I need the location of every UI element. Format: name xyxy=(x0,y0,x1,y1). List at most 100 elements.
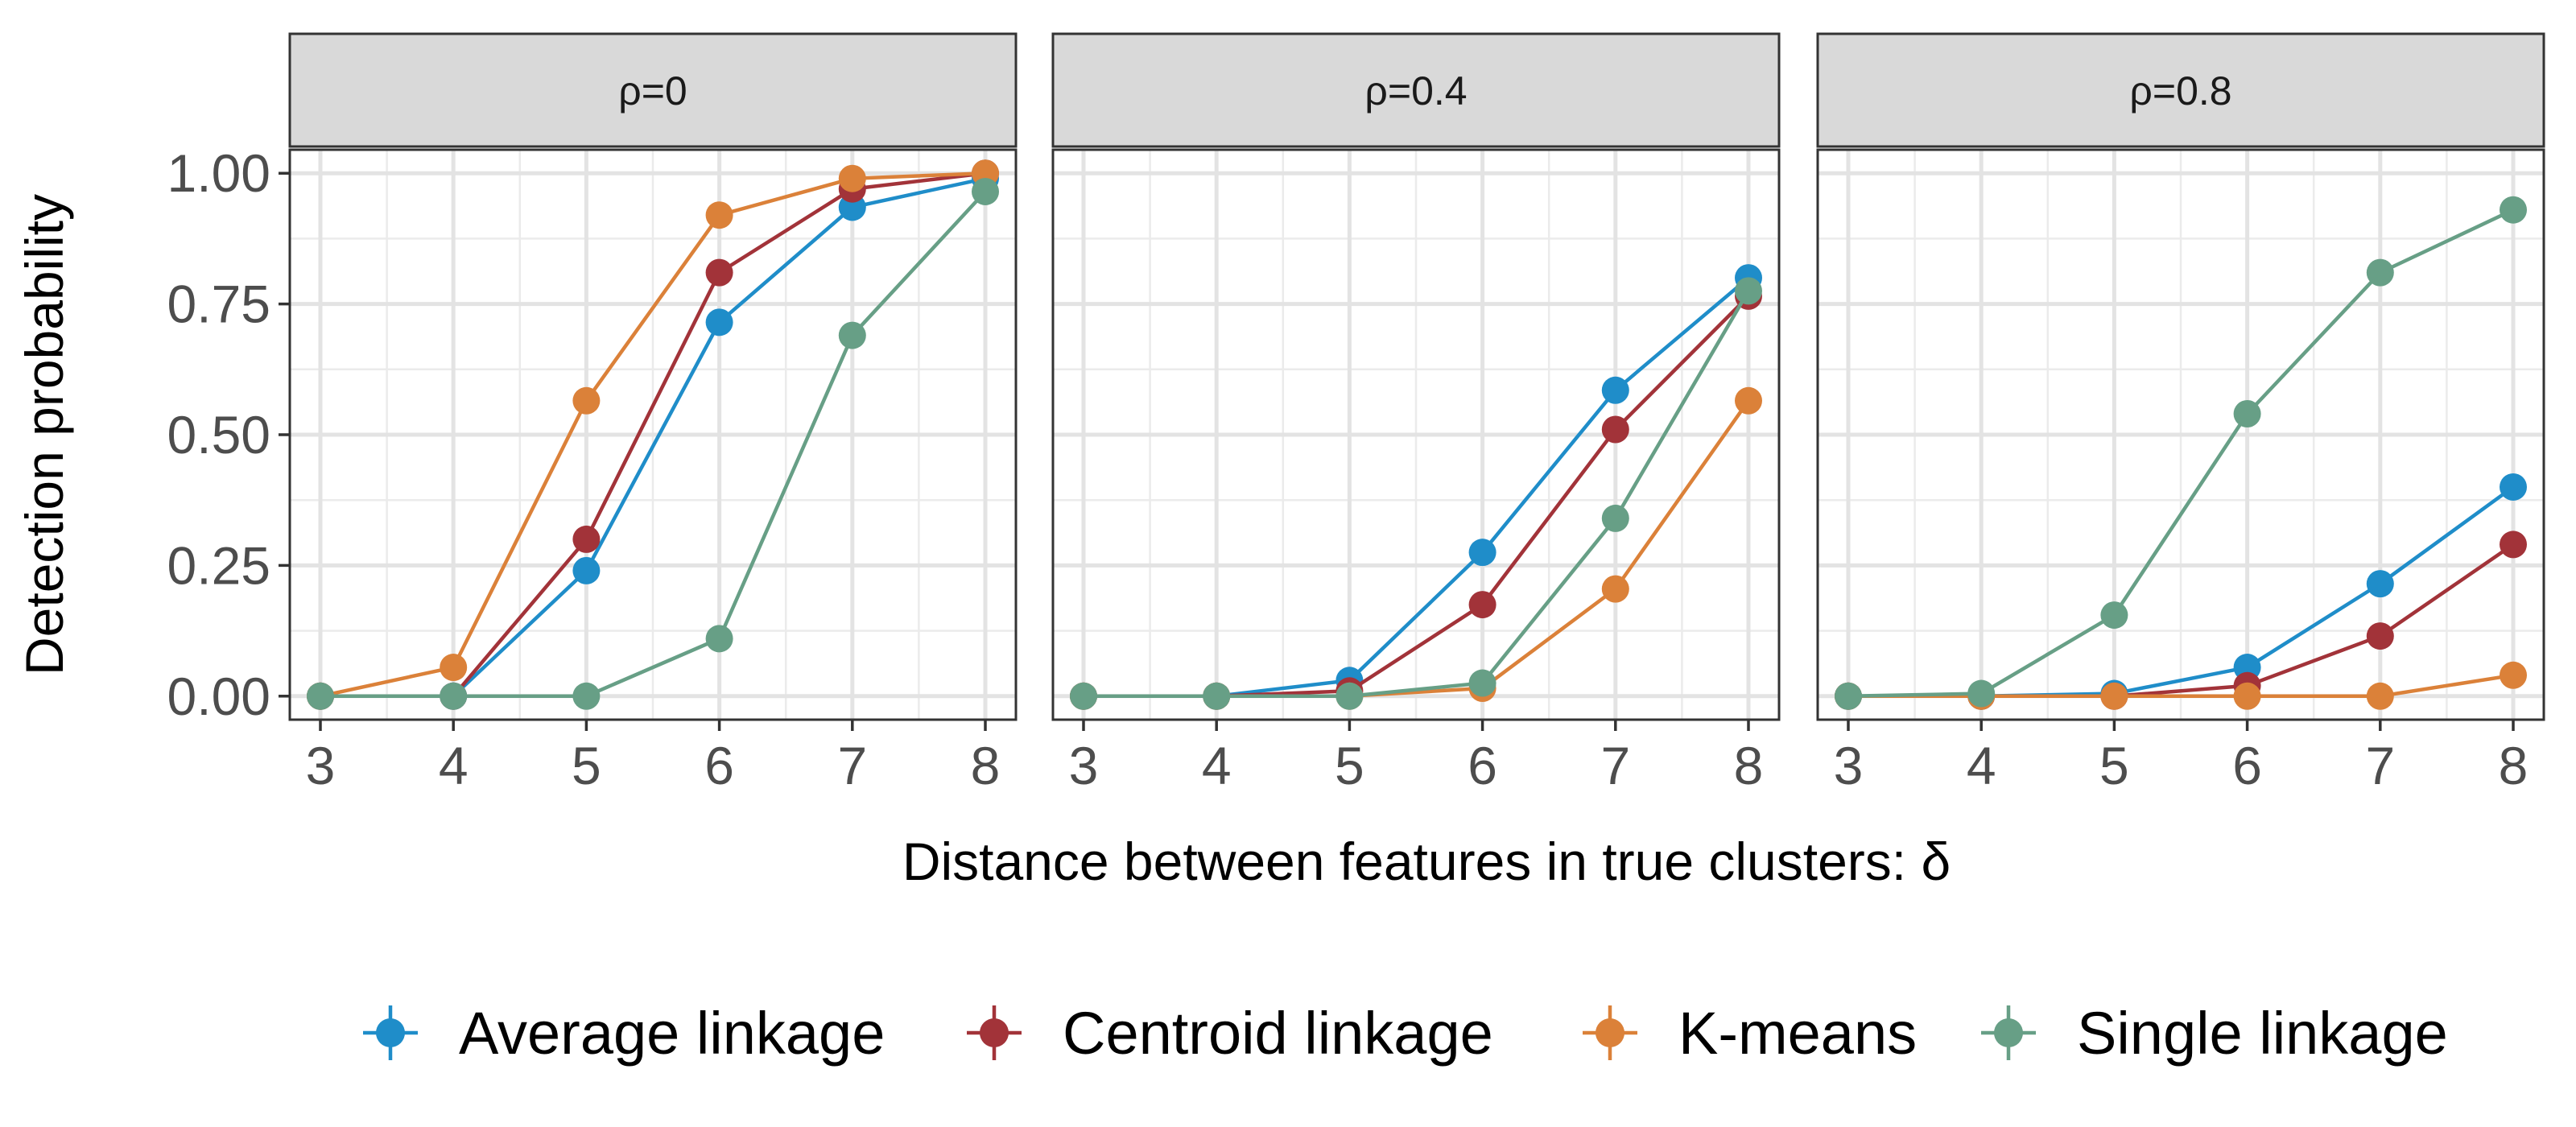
series-single-linkage xyxy=(306,177,1000,710)
data-point xyxy=(1203,682,1231,710)
data-point xyxy=(2366,682,2394,710)
data-point xyxy=(2366,258,2394,287)
x-tick-label: 5 xyxy=(1335,736,1364,795)
legend: Average linkage Centroid linkage K-means Si… xyxy=(363,1000,2448,1067)
x-tick-label: 7 xyxy=(1600,736,1630,795)
x-tick-label: 4 xyxy=(439,736,469,795)
data-point xyxy=(1601,575,1629,603)
x-tick-label: 8 xyxy=(971,736,1001,795)
legend-key-point xyxy=(1596,1018,1624,1047)
data-point xyxy=(705,258,733,287)
data-point xyxy=(705,625,733,653)
data-point xyxy=(1069,682,1097,710)
facet-strip xyxy=(1051,32,1781,148)
x-tick-label: 4 xyxy=(1202,736,1232,795)
facet-strip-label: ρ=0 xyxy=(618,68,687,114)
data-point xyxy=(1735,386,1763,415)
data-point xyxy=(705,201,733,229)
x-tick-label: 3 xyxy=(1069,736,1099,795)
facet-strip-label: ρ=0.8 xyxy=(2129,68,2231,114)
x-tick-label: 6 xyxy=(1468,736,1497,795)
series-line xyxy=(1083,290,1750,699)
y-tick-label: 0.00 xyxy=(167,667,270,726)
legend-key-point xyxy=(1994,1018,2023,1047)
data-point xyxy=(972,177,1000,205)
facet-panel: ρ=0 3 4 5 6 7 8 xyxy=(288,32,1018,795)
legend-label: Average linkage xyxy=(459,1000,885,1067)
data-point xyxy=(1335,682,1364,710)
legend-label: K-means xyxy=(1678,1000,1917,1067)
data-point xyxy=(440,682,468,710)
legend-label: Centroid linkage xyxy=(1063,1000,1493,1067)
data-point xyxy=(705,308,733,336)
series-k-means xyxy=(306,159,1000,710)
facet-strip xyxy=(1816,32,2545,148)
x-tick-label: 6 xyxy=(704,736,734,795)
legend-key-point xyxy=(980,1018,1009,1047)
series-single-linkage xyxy=(1834,196,2528,710)
data-point xyxy=(1601,415,1629,444)
series-line xyxy=(320,190,987,699)
data-point xyxy=(838,164,866,192)
x-tick-label: 4 xyxy=(1967,736,1996,795)
data-point xyxy=(2100,682,2128,710)
facet-strip xyxy=(288,32,1018,148)
facet-panel: ρ=0.8 3 4 5 6 7 8 xyxy=(1816,32,2545,795)
data-point xyxy=(1468,539,1496,567)
data-point xyxy=(2500,473,2528,501)
y-tick-label: 0.75 xyxy=(167,275,270,334)
y-tick-label: 0.25 xyxy=(167,535,270,595)
facet-panels: ρ=0 3 4 5 6 7 8 ρ=0.4 3 4 5 6 7 8 ρ=0.8 3 4 5 6 7 8 xyxy=(288,32,2545,795)
x-tick-label: 5 xyxy=(572,736,601,795)
data-point xyxy=(2366,622,2394,650)
data-point xyxy=(2100,601,2128,630)
facet-panel: ρ=0.4 3 4 5 6 7 8 xyxy=(1051,32,1781,795)
legend-label: Single linkage xyxy=(2077,1000,2448,1067)
x-tick-label: 3 xyxy=(306,736,336,795)
data-point xyxy=(2366,570,2394,598)
data-point xyxy=(838,321,866,349)
data-point xyxy=(2500,196,2528,224)
data-point xyxy=(1601,376,1629,404)
data-point xyxy=(1468,591,1496,619)
series-line xyxy=(1847,208,2514,699)
data-point xyxy=(1834,682,1862,710)
series-single-linkage xyxy=(1069,277,1763,710)
x-tick-label: 5 xyxy=(2099,736,2129,795)
x-tick-label: 6 xyxy=(2232,736,2262,795)
x-tick-label: 8 xyxy=(1734,736,1764,795)
y-axis: 0.00 0.25 0.50 0.75 1.00 xyxy=(167,143,290,726)
legend-key-point xyxy=(376,1018,405,1047)
panel-border xyxy=(1816,148,2545,721)
data-point xyxy=(1967,679,1996,708)
x-tick-label: 3 xyxy=(1834,736,1864,795)
series-line xyxy=(1847,673,2514,699)
y-axis-title: Detection probability xyxy=(14,194,74,675)
data-point xyxy=(306,682,334,710)
data-point xyxy=(440,654,468,682)
legend-item-average-linkage: Average linkage xyxy=(363,1000,885,1067)
data-point xyxy=(572,386,601,415)
data-point xyxy=(572,525,601,553)
data-point xyxy=(1601,504,1629,532)
data-point xyxy=(2500,661,2528,689)
panel-border xyxy=(1051,148,1781,721)
x-tick-label: 7 xyxy=(837,736,867,795)
data-point xyxy=(572,682,601,710)
data-point xyxy=(1468,669,1496,697)
x-tick-label: 7 xyxy=(2365,736,2395,795)
legend-item-k-means: K-means xyxy=(1583,1000,1917,1067)
x-tick-label: 8 xyxy=(2499,736,2529,795)
facet-strip-label: ρ=0.4 xyxy=(1364,68,1467,114)
data-point xyxy=(1735,277,1763,305)
y-tick-label: 0.50 xyxy=(167,405,270,464)
data-point xyxy=(572,556,601,584)
y-tick-label: 1.00 xyxy=(167,143,270,203)
data-point xyxy=(2233,682,2261,710)
data-point xyxy=(2233,400,2261,428)
legend-item-centroid-linkage: Centroid linkage xyxy=(967,1000,1493,1067)
data-point xyxy=(2500,530,2528,559)
x-axis-title: Distance between features in true cluste… xyxy=(902,832,1951,891)
series-line xyxy=(320,171,986,698)
